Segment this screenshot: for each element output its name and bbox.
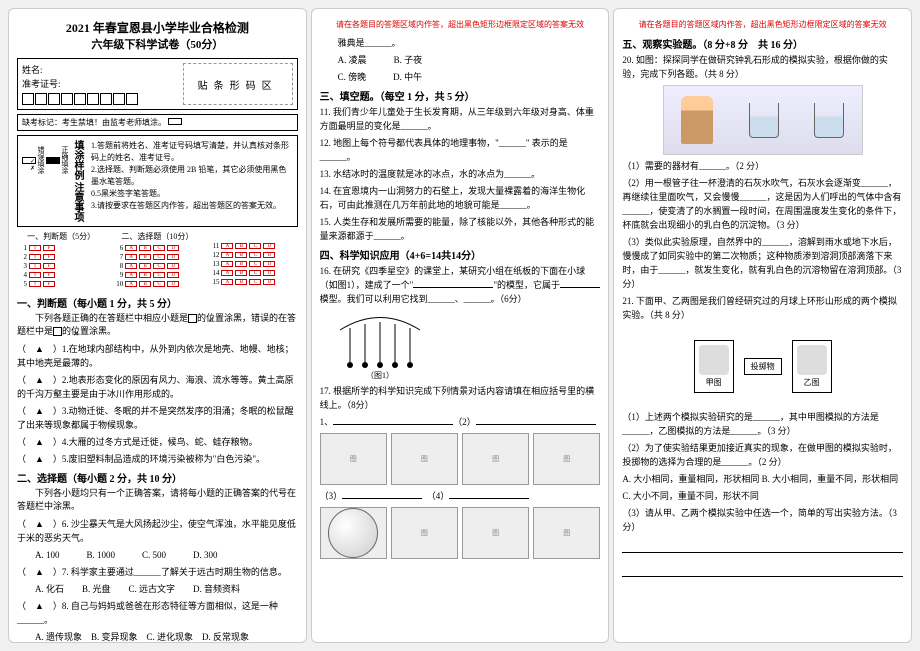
dialog-fig-5: 图	[391, 507, 458, 559]
main-title: 2021 年春宣恩县小学毕业合格检测	[17, 19, 298, 36]
q5: （ ▲ ）5.废旧塑料制品造成的环境污染被称为"白色污染"。	[17, 452, 298, 466]
q6-opts: A. 100 B. 1000 C. 500 D. 300	[17, 548, 298, 562]
q16: 16. 在研究《四季星空》的课堂上，某研究小组在纸板的下面在小球（如图1），建成…	[320, 264, 601, 306]
q7-opts: A. 化石 B. 光盘 C. 远古文字 D. 音频资料	[17, 582, 298, 596]
q12: 12. 地图上每个符号都代表具体的地理事物，"______" 表示的是_____…	[320, 136, 601, 164]
red-header-2: 请在各题目的答题区域内作答，超出黑色矩形边框限定区域的答案无效	[320, 19, 601, 30]
crater-icon-right	[797, 345, 827, 375]
section5-title: 五、观察实验题。（8 分+8 分 共 16 分）	[622, 36, 903, 51]
absent-mark-note: 缺考标记：考生禁填！由监考老师填涂。	[17, 114, 298, 131]
crater-mid: 投掷物	[744, 358, 782, 375]
q17-d2: （3） （4）	[320, 489, 601, 503]
q13: 13. 水结冰时的温度就是冰的冰点，水的冰点为______。	[320, 167, 601, 181]
section2-note: 下列各小题均只有一个正确答案，请将每小题的正确答案的代号在答题栏中涂黑。	[17, 487, 298, 513]
q20-3: （3）类似此实验原理，自然界中的______，溶解到雨水或地下水后，慢慢成了如同…	[622, 235, 903, 291]
name-label: 姓名:	[22, 65, 43, 75]
q21-1: （1）上述两个模拟实验研究的是______，其中甲图模拟的方法是______，乙…	[622, 410, 903, 438]
dialog-fig-4: 图	[533, 433, 600, 485]
q15: 15. 人类生存和发展所需要的能量，除了核能以外，其他各种形式的能量来源都源于_…	[320, 215, 601, 243]
q10-opts-a: A. 凌晨 B. 子夜	[320, 53, 601, 67]
q6: （ ▲ ）6. 沙尘暴天气是大风扬起沙尘，使空气浑浊，水平能见度低于米的恶劣天气…	[17, 517, 298, 545]
q2: （ ▲ ）2.地表形态变化的原因有风力、海浪、流水等等。黄土高原的千沟万壑主要是…	[17, 373, 298, 401]
crater-left: 甲图	[694, 340, 734, 393]
section2-title: 二、选择题（每小题 2 分，共 10 分）	[17, 470, 298, 485]
column-3: 请在各题目的答题区域内作答，超出黑色矩形边框限定区域的答案无效 五、观察实验题。…	[613, 8, 912, 643]
q20-1: （1）需要的器材有______。（2 分）	[622, 159, 903, 173]
choice-block-b: 11ABCD 12ABCD 13ABCD 14ABCD 15ABCD	[209, 231, 297, 289]
beaker-icon-1	[749, 103, 779, 138]
red-header-3: 请在各题目的答题区域内作答，超出黑色矩形边框限定区域的答案无效	[622, 19, 903, 30]
crater-icon-left	[699, 345, 729, 375]
q21-intro: 21. 下面甲、乙两图是我们曾经研究过的月球上环形山形成的两个模拟实验。（共 8…	[622, 294, 903, 322]
q10-opts-b: C. 傍晚 D. 中午	[320, 70, 601, 84]
beaker-icon-2	[814, 103, 844, 138]
q7: （ ▲ ）7. 科学家主要通过______了解关于远古时期生物的信息。	[17, 565, 298, 579]
q11: 11. 我们青少年儿童处于生长发育期，从三年级到六年级对身高、体重方面最明显的变…	[320, 105, 601, 133]
crater-right: 乙图	[792, 340, 832, 393]
check-box-icon	[188, 314, 197, 323]
barcode-zone: 贴条形码区	[183, 63, 293, 105]
instruction-box: 填涂样例 正确填涂 错误填涂 ✓✗ 注意事项 1.答题前将姓名、准考证号码填写清…	[17, 135, 298, 227]
dialog-fig-row-2: 图 图 图	[320, 507, 601, 559]
ticket-boxes	[22, 93, 177, 105]
choice-block-a: 二、选择题（10分） 6ABCD 7ABCD 8ABCD 9ABCD 10ABC…	[113, 231, 201, 289]
q17: 17. 根据所学的科学知识完成下列情景对话内容请填在相应括号里的横线上。（8分）	[320, 384, 601, 412]
section4-title: 四、科学知识应用（4+6=14共14分）	[320, 247, 601, 262]
umbrella-icon: （图1）	[320, 310, 440, 380]
section1-note: 下列各题正确的在答题栏中相应小题是的位置涂黑，错误的在答题栏中是的位置涂黑。	[17, 312, 298, 338]
wrong-mark-icon: ✓✗	[22, 157, 36, 164]
q8-opts: A. 遗传现象 B. 变异现象 C. 进化现象 D. 反常现象	[17, 630, 298, 643]
q8: （ ▲ ）8. 自己与妈妈或爸爸在形态特征等方面相似，这是一种______。	[17, 599, 298, 627]
dialog-fig-6: 图	[462, 507, 529, 559]
q1: （ ▲ ）1.在地球内部结构中，从外到内依次是地壳、地幔、地核；其中地壳是最薄的…	[17, 342, 298, 370]
q3: （ ▲ ）3.动物迁徙、冬眠的并不是突然发序的泪涌；冬眠的松鼠醒了出来等现象都属…	[17, 404, 298, 432]
sub-title: 六年级下科学试卷（50分）	[17, 36, 298, 52]
q14: 14. 在宜恩境内一山洞努力的石壁上，发现大量裸露着的海洋生物化石，可由此推测在…	[320, 184, 601, 212]
q21-2-opts-a: A. 大小相同，重量相同，形状相同 B. 大小相同，重量不同，形状相同	[622, 472, 903, 486]
absent-mark-box	[168, 118, 182, 125]
correct-mark-icon	[46, 157, 60, 164]
q20-intro: 20. 如图：探探同学在做研究钟乳石形成的模拟实验，根据你做的实验，完成下列各题…	[622, 53, 903, 81]
q21-2-opts-b: C. 大小不同，重量不同，形状不同	[622, 489, 903, 503]
column-1: 2021 年春宣恩县小学毕业合格检测 六年级下科学试卷（50分） 姓名: 准考证…	[8, 8, 307, 643]
q4: （ ▲ ）4.大雁的过冬方式是迁徙，候鸟、蛇、蛙存粮物。	[17, 435, 298, 449]
crater-fig: 甲图 投掷物 乙图	[643, 326, 883, 406]
name-area: 姓名: 准考证号:	[22, 63, 177, 105]
moon-fig	[320, 507, 387, 559]
section1-title: 一、判断题（每小题 1 分，共 5 分）	[17, 295, 298, 310]
instruction-text: 1.答题前将姓名、准考证号码填写清楚，并认真核对条形码上的姓名、准考证号。 2.…	[91, 140, 293, 222]
q17-d1: 1、（2）	[320, 415, 601, 429]
q21-2: （2）为了使实验结果更加接近真实的现象，在做甲图的模拟实验时，投掷物的选择为合理…	[622, 441, 903, 469]
q21-3: （3）请从甲、乙两个模拟实验中任选一个，简单的写出实验方法。（3分）	[622, 506, 903, 534]
answer-lines	[622, 537, 903, 585]
experiment-fig	[663, 85, 863, 155]
q20-2: （2）用一根管子往一杯澄清的石灰水吹气，石灰水会逐渐变______，再继续往里面…	[622, 176, 903, 232]
instruction-left: 填涂样例 正确填涂 错误填涂 ✓✗ 注意事项	[22, 140, 85, 222]
q10-cont: 雅典是______。	[320, 36, 601, 50]
svg-text:（图1）: （图1）	[366, 371, 394, 380]
dialog-fig-7: 图	[533, 507, 600, 559]
dialog-fig-2: 图	[391, 433, 458, 485]
cross-box-icon	[53, 327, 62, 336]
person-icon	[681, 96, 713, 144]
dialog-fig-row-1: 图 图 图 图	[320, 433, 601, 485]
judge-block: 一、判断题（5分） 1TF 2TF 3TF 4TF 5TF	[17, 231, 105, 289]
dialog-fig-3: 图	[462, 433, 529, 485]
answer-sheet: 一、判断题（5分） 1TF 2TF 3TF 4TF 5TF 二、选择题（10分）…	[17, 231, 298, 289]
dialog-fig-1: 图	[320, 433, 387, 485]
fig1-row: （图1）	[320, 310, 601, 380]
section3-title: 三、填空题。（每空 1 分，共 5 分）	[320, 88, 601, 103]
column-2: 请在各题目的答题区域内作答，超出黑色矩形边框限定区域的答案无效 雅典是_____…	[311, 8, 610, 643]
ticket-label: 准考证号:	[22, 79, 61, 89]
candidate-info-box: 姓名: 准考证号: 贴条形码区	[17, 58, 298, 110]
